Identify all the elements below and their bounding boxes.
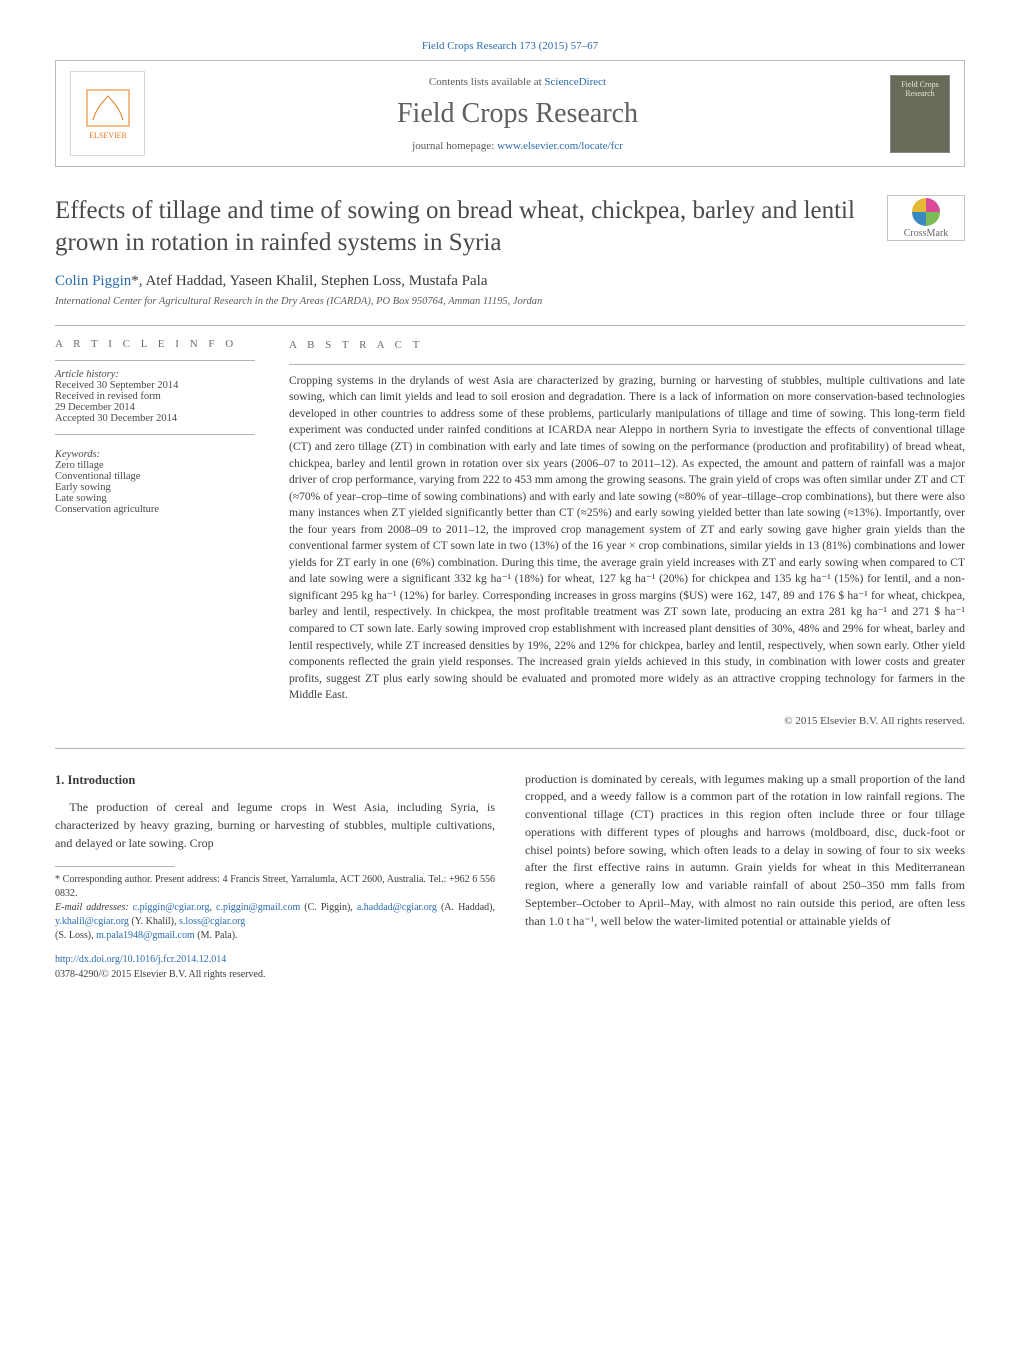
divider	[55, 434, 255, 435]
crossmark-label: CrossMark	[904, 228, 948, 239]
author-list: Colin Piggin*, Atef Haddad, Yaseen Khali…	[55, 273, 965, 290]
email-link[interactable]: m.pala1948@gmail.com	[96, 930, 195, 941]
history-line: Accepted 30 December 2014	[55, 413, 255, 424]
email-addresses-footnote: E-mail addresses: c.piggin@cgiar.org, c.…	[55, 901, 495, 943]
keywords-label: Keywords:	[55, 449, 255, 460]
email-link[interactable]: y.khalil@cgiar.org	[55, 916, 129, 927]
keyword: Early sowing	[55, 482, 255, 493]
contents-available-line: Contents lists available at ScienceDirec…	[145, 76, 890, 88]
abstract-heading: A B S T R A C T	[289, 338, 965, 354]
history-line: Received in revised form	[55, 391, 255, 402]
divider	[55, 325, 965, 326]
crossmark-badge[interactable]: CrossMark	[887, 195, 965, 241]
sciencedirect-link[interactable]: ScienceDirect	[544, 76, 606, 88]
journal-homepage-link[interactable]: www.elsevier.com/locate/fcr	[497, 140, 623, 152]
doi-link[interactable]: http://dx.doi.org/10.1016/j.fcr.2014.12.…	[55, 954, 226, 965]
article-history-label: Article history:	[55, 369, 255, 380]
keyword: Zero tillage	[55, 460, 255, 471]
paper-title: Effects of tillage and time of sowing on…	[55, 195, 869, 259]
affiliation: International Center for Agricultural Re…	[55, 296, 965, 307]
email-link[interactable]: c.piggin@cgiar.org	[133, 902, 210, 913]
journal-cover-thumbnail: Field Crops Research	[890, 75, 950, 153]
abstract-copyright: © 2015 Elsevier B.V. All rights reserved…	[289, 714, 965, 730]
author-link-corresponding[interactable]: Colin Piggin	[55, 273, 131, 289]
journal-homepage-line: journal homepage: www.elsevier.com/locat…	[145, 140, 890, 152]
publisher-logo: ELSEVIER	[70, 71, 145, 156]
keyword: Conventional tillage	[55, 471, 255, 482]
abstract-text: Cropping systems in the drylands of west…	[289, 373, 965, 704]
email-link[interactable]: c.piggin@gmail.com	[216, 902, 300, 913]
divider	[55, 748, 965, 749]
journal-header-citation: Field Crops Research 173 (2015) 57–67	[55, 40, 965, 52]
history-line: 29 December 2014	[55, 402, 255, 413]
journal-topbar: ELSEVIER Contents lists available at Sci…	[55, 60, 965, 167]
article-info-heading: A R T I C L E I N F O	[55, 338, 255, 350]
divider	[55, 360, 255, 361]
history-line: Received 30 September 2014	[55, 380, 255, 391]
footnote-separator	[55, 866, 175, 867]
section-heading-introduction: 1. Introduction	[55, 771, 495, 790]
keyword: Late sowing	[55, 493, 255, 504]
journal-name: Field Crops Research	[145, 98, 890, 130]
email-link[interactable]: s.loss@cgiar.org	[179, 916, 245, 927]
issn-copyright-line: 0378-4290/© 2015 Elsevier B.V. All right…	[55, 969, 265, 980]
corresponding-author-footnote: * Corresponding author. Present address:…	[55, 873, 495, 901]
body-paragraph: production is dominated by cereals, with…	[525, 771, 965, 931]
divider	[289, 364, 965, 365]
crossmark-icon	[912, 198, 940, 226]
svg-text:ELSEVIER: ELSEVIER	[89, 131, 127, 140]
email-link[interactable]: a.haddad@cgiar.org	[357, 902, 437, 913]
body-paragraph: The production of cereal and legume crop…	[55, 799, 495, 852]
keyword: Conservation agriculture	[55, 504, 255, 515]
